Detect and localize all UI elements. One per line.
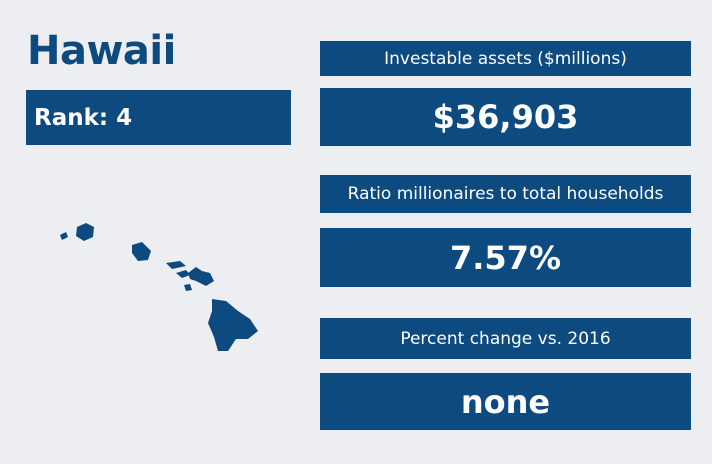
island — [184, 284, 192, 291]
stat-value: none — [320, 373, 691, 430]
stat-value: $36,903 — [320, 88, 691, 146]
island — [132, 242, 151, 261]
stat-label: Investable assets ($millions) — [320, 41, 691, 76]
island — [166, 261, 186, 269]
stat-label: Ratio millionaires to total households — [320, 175, 691, 213]
island — [76, 223, 94, 241]
island — [208, 299, 258, 351]
island — [60, 232, 68, 240]
stat-label: Percent change vs. 2016 — [320, 318, 691, 359]
island — [188, 267, 214, 286]
rank: Rank: 4 — [26, 90, 291, 145]
stat-value: 7.57% — [320, 228, 691, 287]
state-map — [60, 223, 258, 351]
state-name: Hawaii — [27, 28, 176, 74]
island — [176, 270, 190, 278]
